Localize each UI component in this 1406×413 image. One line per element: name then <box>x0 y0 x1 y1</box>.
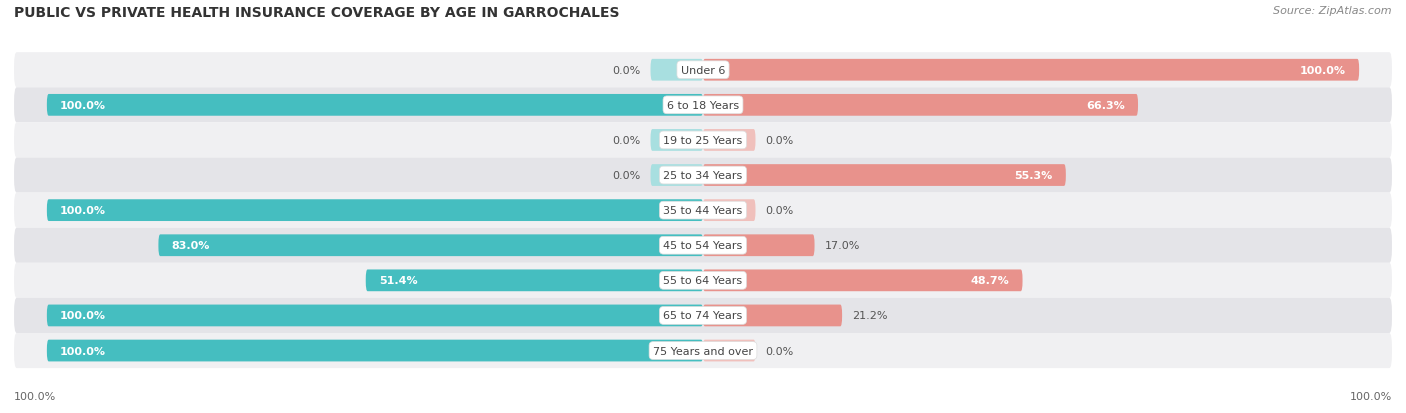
Text: 6 to 18 Years: 6 to 18 Years <box>666 101 740 111</box>
Text: 100.0%: 100.0% <box>14 391 56 401</box>
FancyBboxPatch shape <box>14 88 1392 123</box>
Text: Under 6: Under 6 <box>681 66 725 76</box>
Text: PUBLIC VS PRIVATE HEALTH INSURANCE COVERAGE BY AGE IN GARROCHALES: PUBLIC VS PRIVATE HEALTH INSURANCE COVER… <box>14 6 620 20</box>
Text: 0.0%: 0.0% <box>765 346 793 356</box>
Text: 75 Years and over: 75 Years and over <box>652 346 754 356</box>
Text: 45 to 54 Years: 45 to 54 Years <box>664 241 742 251</box>
Text: 66.3%: 66.3% <box>1087 101 1125 111</box>
Text: 100.0%: 100.0% <box>60 101 105 111</box>
FancyBboxPatch shape <box>159 235 703 256</box>
Text: 48.7%: 48.7% <box>970 275 1010 286</box>
FancyBboxPatch shape <box>703 95 1137 116</box>
Text: Source: ZipAtlas.com: Source: ZipAtlas.com <box>1274 6 1392 16</box>
Text: 21.2%: 21.2% <box>852 311 887 320</box>
FancyBboxPatch shape <box>703 165 1066 187</box>
FancyBboxPatch shape <box>703 305 842 327</box>
Text: 0.0%: 0.0% <box>765 135 793 146</box>
FancyBboxPatch shape <box>14 263 1392 298</box>
Text: 100.0%: 100.0% <box>1301 66 1346 76</box>
Text: 100.0%: 100.0% <box>60 206 105 216</box>
Text: 55 to 64 Years: 55 to 64 Years <box>664 275 742 286</box>
FancyBboxPatch shape <box>651 130 703 152</box>
FancyBboxPatch shape <box>14 158 1392 193</box>
FancyBboxPatch shape <box>14 193 1392 228</box>
Text: 17.0%: 17.0% <box>824 241 859 251</box>
Text: 83.0%: 83.0% <box>172 241 209 251</box>
Text: 65 to 74 Years: 65 to 74 Years <box>664 311 742 320</box>
FancyBboxPatch shape <box>14 333 1392 368</box>
Text: 25 to 34 Years: 25 to 34 Years <box>664 171 742 180</box>
Text: 0.0%: 0.0% <box>613 135 641 146</box>
Text: 100.0%: 100.0% <box>60 311 105 320</box>
FancyBboxPatch shape <box>703 270 1022 292</box>
FancyBboxPatch shape <box>46 340 703 361</box>
Text: 19 to 25 Years: 19 to 25 Years <box>664 135 742 146</box>
FancyBboxPatch shape <box>703 60 1360 81</box>
FancyBboxPatch shape <box>703 235 814 256</box>
FancyBboxPatch shape <box>703 200 755 221</box>
Text: 100.0%: 100.0% <box>1350 391 1392 401</box>
FancyBboxPatch shape <box>366 270 703 292</box>
FancyBboxPatch shape <box>14 228 1392 263</box>
FancyBboxPatch shape <box>46 200 703 221</box>
Text: 100.0%: 100.0% <box>60 346 105 356</box>
FancyBboxPatch shape <box>14 123 1392 158</box>
FancyBboxPatch shape <box>651 60 703 81</box>
Text: 51.4%: 51.4% <box>378 275 418 286</box>
Text: 0.0%: 0.0% <box>765 206 793 216</box>
FancyBboxPatch shape <box>651 165 703 187</box>
Text: 0.0%: 0.0% <box>613 171 641 180</box>
FancyBboxPatch shape <box>14 53 1392 88</box>
FancyBboxPatch shape <box>703 130 755 152</box>
FancyBboxPatch shape <box>14 298 1392 333</box>
FancyBboxPatch shape <box>46 305 703 327</box>
Text: 55.3%: 55.3% <box>1015 171 1053 180</box>
Text: 35 to 44 Years: 35 to 44 Years <box>664 206 742 216</box>
Text: 0.0%: 0.0% <box>613 66 641 76</box>
FancyBboxPatch shape <box>46 95 703 116</box>
FancyBboxPatch shape <box>703 340 755 361</box>
